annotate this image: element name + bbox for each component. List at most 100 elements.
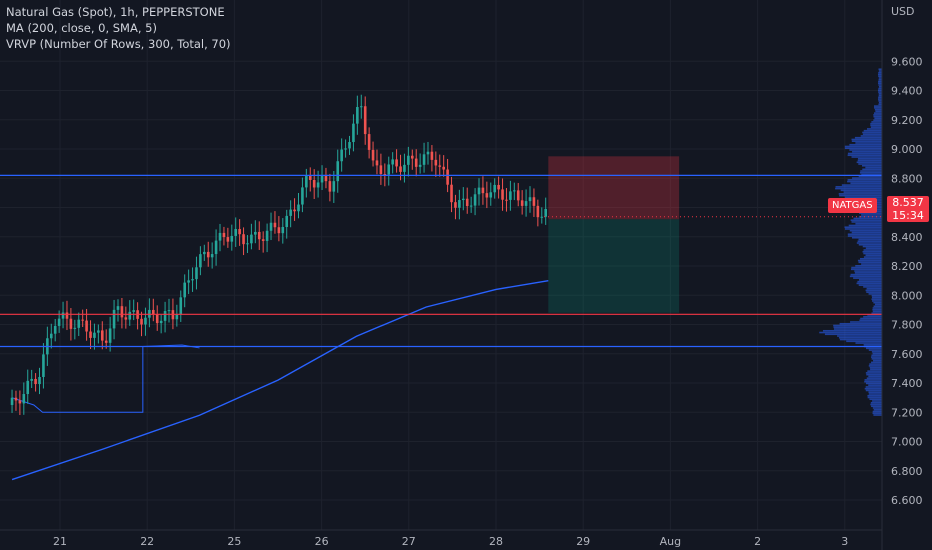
candle-body xyxy=(532,197,536,206)
candle-body xyxy=(175,314,179,320)
profile-bar xyxy=(866,291,882,293)
candle-body xyxy=(418,164,422,167)
profile-bar xyxy=(847,152,882,155)
position-tool[interactable] xyxy=(548,156,680,313)
candle-body xyxy=(214,240,218,255)
symbol-legend[interactable]: Natural Gas (Spot), 1h, PEPPERSTONE xyxy=(6,5,225,19)
profile-bar xyxy=(863,252,882,255)
profile-bar xyxy=(874,105,882,107)
y-tick-label: 9.400 xyxy=(891,85,923,98)
profile-bar xyxy=(855,342,882,344)
candle-body xyxy=(34,378,37,385)
horizontal-lines[interactable] xyxy=(0,174,882,348)
candle-body xyxy=(273,222,277,228)
profile-bar xyxy=(858,284,882,286)
profile-bar xyxy=(857,240,882,243)
candle-body xyxy=(140,318,143,325)
profile-bar xyxy=(878,91,882,93)
profile-bar xyxy=(859,212,882,214)
time-axis[interactable]: 21 22 25 26 27 28 29 Aug 2 3 xyxy=(0,529,882,548)
profile-bar xyxy=(861,164,882,167)
candle-body xyxy=(430,151,434,160)
profile-bar xyxy=(868,293,882,295)
candle-body xyxy=(254,231,257,235)
candle-body xyxy=(352,123,355,143)
candle-body xyxy=(187,280,190,283)
profile-bar xyxy=(863,344,882,346)
vrvp-legend[interactable]: VRVP (Number Of Rows, 300, Total, 70) xyxy=(6,37,231,51)
candle-body xyxy=(112,309,116,329)
profile-bar xyxy=(863,315,882,318)
profile-bar xyxy=(853,277,882,279)
profile-bar xyxy=(851,138,882,141)
candle-body xyxy=(320,175,324,183)
profile-bar xyxy=(866,287,882,290)
price-axis[interactable]: USD9.6009.4009.2009.0008.8008.6008.4008.… xyxy=(881,0,923,550)
candle-body xyxy=(81,319,84,321)
profile-bar xyxy=(878,94,882,97)
candle-body xyxy=(100,330,104,341)
candle-body xyxy=(77,319,81,328)
profile-bar xyxy=(872,400,882,402)
candle-body xyxy=(49,333,53,339)
candle-body xyxy=(10,397,14,405)
ma-legend[interactable]: MA (200, close, 0, SMA, 5) xyxy=(6,21,157,35)
profile-bar xyxy=(868,375,882,378)
profile-bar xyxy=(847,179,882,181)
profile-bar xyxy=(878,100,882,102)
profile-bar xyxy=(861,173,882,176)
candle-body xyxy=(226,237,230,242)
candle-body xyxy=(363,106,367,135)
profile-bar xyxy=(872,407,882,409)
x-tick-label: 25 xyxy=(227,535,241,548)
profile-bar xyxy=(865,389,882,392)
candle-body xyxy=(61,312,65,319)
profile-bar xyxy=(843,191,882,193)
profile-bar xyxy=(850,182,882,185)
candle-body xyxy=(407,155,410,165)
profile-bar xyxy=(844,147,882,150)
profile-bar xyxy=(864,380,882,383)
profile-bar xyxy=(865,254,882,257)
profile-bar xyxy=(872,310,882,313)
profile-bar xyxy=(878,84,882,86)
profile-bar xyxy=(865,372,882,374)
y-tick-label: 7.600 xyxy=(891,348,923,361)
candle-body xyxy=(301,187,304,205)
candle-body xyxy=(293,209,296,212)
y-tick-label: 8.200 xyxy=(891,260,923,273)
profile-bar xyxy=(865,289,882,292)
profile-bar xyxy=(871,356,882,358)
candle-body xyxy=(116,306,120,310)
candle-body xyxy=(97,330,100,333)
candle-body xyxy=(450,184,453,203)
y-tick-label: 7.000 xyxy=(891,436,923,449)
y-tick-label: 8.400 xyxy=(891,231,923,244)
target-zone xyxy=(548,219,680,313)
profile-bar xyxy=(851,231,882,234)
profile-bar xyxy=(874,107,882,109)
y-tick-label: 9.600 xyxy=(891,55,923,68)
grid xyxy=(0,0,882,530)
profile-bar xyxy=(839,338,882,341)
candle-body xyxy=(26,380,30,395)
profile-bar xyxy=(867,370,882,372)
profile-bar xyxy=(873,414,882,416)
candle-body xyxy=(356,107,359,124)
candle-body xyxy=(462,198,465,201)
candle-body xyxy=(308,175,312,180)
ma-line xyxy=(11,279,549,481)
profile-bar xyxy=(862,133,882,135)
profile-bar xyxy=(868,393,882,395)
candle-body xyxy=(359,106,363,108)
candle-body xyxy=(536,205,540,218)
candle-body xyxy=(285,215,289,227)
profile-bar xyxy=(871,361,882,364)
candle-body xyxy=(281,226,285,234)
profile-bar xyxy=(847,233,882,236)
profile-bar xyxy=(850,273,882,276)
candle-body xyxy=(85,320,88,332)
candle-body xyxy=(469,205,473,207)
candle-body xyxy=(305,175,308,188)
